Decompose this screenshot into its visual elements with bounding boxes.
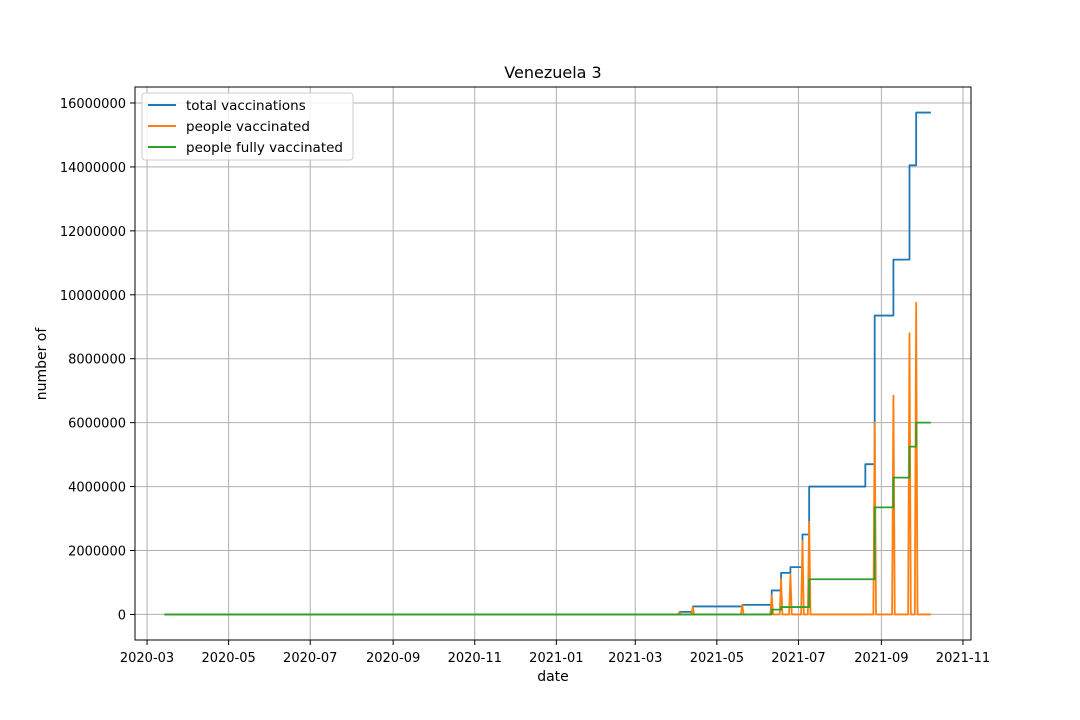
x-axis: 2020-03 2020-05 2020-07 2020-09 2020-11 2021-… xyxy=(120,640,990,666)
x-tick-label: 2020-03 xyxy=(120,651,174,666)
legend-label: total vaccinations xyxy=(186,98,306,114)
y-tick-label: 6000000 xyxy=(68,417,126,432)
x-tick-label: 2021-09 xyxy=(854,651,908,666)
chart-title: Venezuela 3 xyxy=(504,63,601,82)
x-tick-label: 2020-07 xyxy=(283,651,337,666)
y-tick-label: 0 xyxy=(118,608,126,623)
y-tick-label: 10000000 xyxy=(60,289,126,304)
legend-label: people fully vaccinated xyxy=(186,140,343,156)
x-tick-label: 2020-11 xyxy=(448,651,502,666)
x-tick-label: 2021-03 xyxy=(608,651,662,666)
legend-label: people vaccinated xyxy=(186,119,310,135)
plot-frame xyxy=(134,86,972,641)
y-tick-label: 16000000 xyxy=(60,97,126,112)
y-tick-label: 12000000 xyxy=(60,225,126,240)
y-tick-label: 14000000 xyxy=(60,161,126,176)
legend: total vaccinations people vaccinated peopl… xyxy=(141,92,354,161)
x-tick-label: 2020-05 xyxy=(201,651,255,666)
legend-box xyxy=(141,92,354,161)
x-tick-label: 2021-01 xyxy=(529,651,583,666)
y-tick-label: 2000000 xyxy=(68,544,126,559)
x-tick-label: 2020-09 xyxy=(366,651,420,666)
grid xyxy=(135,87,971,640)
series-layer xyxy=(164,111,931,616)
y-tick-label: 4000000 xyxy=(68,481,126,496)
x-axis-label: date xyxy=(537,669,569,685)
series-line-people-fully-vaccinated xyxy=(164,421,931,616)
y-axis-label: number of xyxy=(34,327,50,401)
x-tick-label: 2021-11 xyxy=(936,651,990,666)
y-tick-label: 8000000 xyxy=(68,353,126,368)
x-tick-label: 2021-05 xyxy=(690,651,744,666)
y-axis: 0 2000000 4000000 6000000 8000000 10000000 120… xyxy=(60,97,135,623)
x-tick-label: 2021-07 xyxy=(771,651,825,666)
